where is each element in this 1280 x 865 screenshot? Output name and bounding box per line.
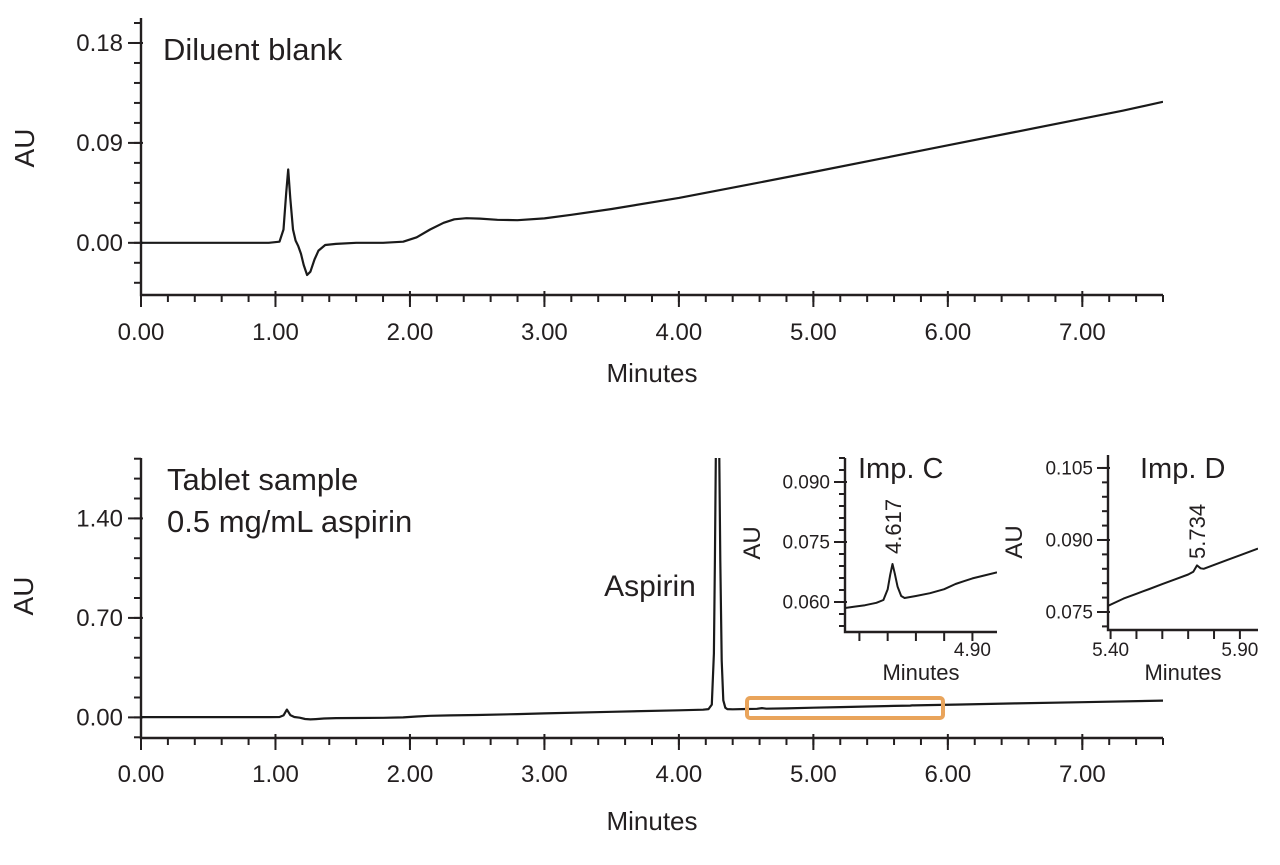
x-tick-label: 5.90: [1221, 640, 1258, 661]
chart-title: Diluent blank: [163, 32, 343, 67]
aspirin-peak-label: Aspirin: [604, 570, 696, 603]
x-tick-label: 7.00: [1059, 761, 1106, 788]
blank-chromatogram: 0.00 1.00 2.00 3.00 4.00 5.00 6.00 7.00 0.00 0.09…: [9, 18, 1164, 388]
imp-c-trace: [845, 563, 997, 609]
x-tick-label: 5.00: [790, 761, 837, 788]
tablet-chromatogram: 0.00 1.00 2.00 3.00 4.00 5.00 6.00 7.00 0.00 0.70…: [8, 457, 1164, 836]
y-tick-label: 0.09: [76, 130, 123, 157]
imp-c-retention-label: 4.617: [881, 499, 906, 554]
axes: [843, 458, 997, 634]
x-tick-label: 6.00: [924, 319, 971, 346]
y-axis-title: AU: [740, 526, 766, 559]
x-tick-label: 1.00: [252, 319, 299, 346]
y-tick-label: 0.105: [1045, 458, 1093, 479]
tablet-sample-trace: [141, 458, 1163, 721]
x-tick-label: 4.90: [954, 640, 991, 661]
imp-d-trace: [1108, 547, 1258, 607]
x-tick-label: 5.00: [790, 319, 837, 346]
chart-title: Imp. C: [858, 453, 943, 485]
y-tick-label: 0.075: [1045, 602, 1093, 623]
x-axis-title: Minutes: [606, 358, 697, 388]
x-tick-label: 2.00: [387, 319, 434, 346]
imp-c-inset: 4.90 0.060 0.075 0.090 Minutes AU Imp. C 4.617: [740, 453, 997, 685]
y-tick-label: 1.40: [76, 506, 123, 533]
x-axis-title: Minutes: [882, 660, 959, 685]
y-tick-label: 0.00: [76, 230, 123, 257]
y-axis-title: AU: [9, 129, 40, 168]
x-axis-title: Minutes: [1144, 660, 1221, 685]
x-tick-label: 3.00: [521, 761, 568, 788]
y-axis-title: AU: [8, 577, 39, 616]
chart-title: 0.5 mg/mL aspirin: [167, 504, 412, 539]
impurity-highlight-box: [745, 696, 945, 720]
x-tick-label: 7.00: [1059, 319, 1106, 346]
x-tick-label: 4.00: [656, 319, 703, 346]
y-tick-label: 0.090: [782, 472, 830, 493]
y-tick-label: 0.18: [76, 30, 123, 57]
imp-d-inset: 5.40 5.90 0.075 0.090 0.105 Minutes AU Imp. D 5.…: [1001, 453, 1258, 685]
chart-title: Tablet sample: [167, 462, 358, 497]
x-tick-label: 5.40: [1092, 640, 1129, 661]
x-tick-label: 0.00: [118, 761, 165, 788]
chart-title: Imp. D: [1140, 453, 1225, 485]
x-tick-label: 3.00: [521, 319, 568, 346]
y-tick-label: 0.70: [76, 605, 123, 632]
x-tick-label: 2.00: [387, 761, 434, 788]
x-tick-label: 0.00: [118, 319, 165, 346]
x-axis-title: Minutes: [606, 806, 697, 836]
y-tick-label: 0.075: [782, 532, 830, 553]
axes: [1106, 455, 1258, 632]
imp-d-retention-label: 5.734: [1185, 504, 1210, 559]
x-tick-label: 1.00: [252, 761, 299, 788]
x-tick-label: 6.00: [924, 761, 971, 788]
y-tick-label: 0.090: [1045, 530, 1093, 551]
y-axis-title: AU: [1001, 525, 1028, 558]
x-tick-label: 4.00: [656, 761, 703, 788]
y-tick-label: 0.00: [76, 705, 123, 732]
diluent-blank-trace: [141, 100, 1163, 277]
y-tick-label: 0.060: [782, 592, 830, 613]
